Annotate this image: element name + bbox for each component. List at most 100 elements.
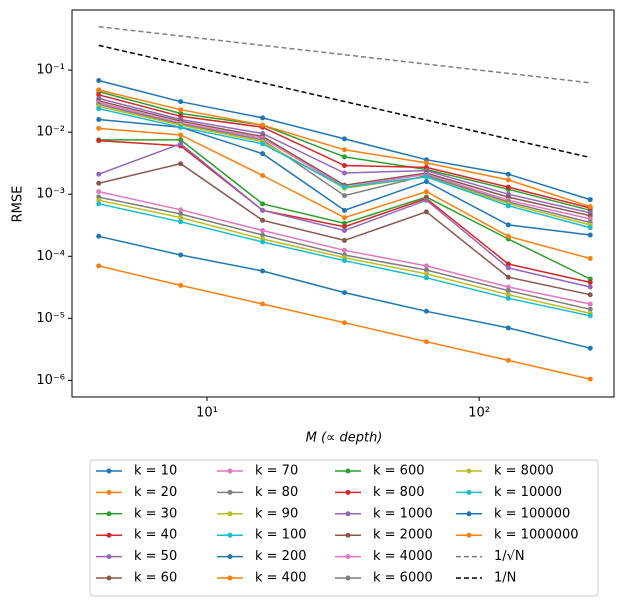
legend-marker <box>106 489 112 495</box>
data-point <box>96 180 102 186</box>
data-point <box>423 308 429 314</box>
legend-label: k = 10000 <box>494 485 562 500</box>
legend-label: k = 6000 <box>373 571 433 586</box>
legend-label: k = 70 <box>255 464 298 479</box>
data-point <box>178 137 184 143</box>
data-point <box>96 106 102 112</box>
data-point <box>178 107 184 113</box>
data-point <box>505 171 511 177</box>
data-point <box>341 170 347 176</box>
series-line <box>98 44 591 159</box>
legend-marker <box>466 511 472 517</box>
legend-label: 1/√N <box>494 549 525 564</box>
legend-label: k = 20 <box>134 485 177 500</box>
data-point <box>178 211 184 217</box>
legend-label: k = 80 <box>255 485 298 500</box>
data-point <box>96 92 102 98</box>
data-point <box>260 173 266 179</box>
data-point <box>341 320 347 326</box>
x-tick-label: 10² <box>468 406 490 421</box>
data-point <box>260 268 266 274</box>
data-point <box>505 233 511 239</box>
data-point <box>341 136 347 142</box>
data-point <box>260 239 266 245</box>
data-point <box>505 261 511 267</box>
data-point <box>341 193 347 199</box>
legend-marker <box>227 575 233 581</box>
data-point <box>96 125 102 131</box>
data-point <box>423 271 429 277</box>
data-point <box>587 256 593 262</box>
data-point <box>505 265 511 271</box>
data-point <box>423 179 429 185</box>
legend-marker <box>466 489 472 495</box>
legend-marker <box>106 532 112 538</box>
data-point <box>96 233 102 239</box>
data-point <box>505 284 511 290</box>
data-point <box>587 216 593 222</box>
data-point <box>260 201 266 207</box>
data-point <box>341 147 347 153</box>
data-point <box>587 301 593 307</box>
data-point <box>260 232 266 238</box>
legend-label: k = 8000 <box>494 464 554 479</box>
legend-marker <box>227 489 233 495</box>
data-point <box>587 376 593 382</box>
data-point <box>505 184 511 190</box>
data-point <box>423 267 429 273</box>
data-point <box>178 99 184 105</box>
data-point <box>260 207 266 213</box>
data-point <box>341 184 347 190</box>
data-point <box>341 154 347 160</box>
legend-marker <box>106 511 112 517</box>
data-point <box>341 228 347 234</box>
data-point <box>423 160 429 166</box>
data-point <box>505 222 511 228</box>
data-point <box>423 339 429 345</box>
data-point <box>423 174 429 180</box>
data-point <box>423 189 429 195</box>
legend-label: k = 2000 <box>373 528 433 543</box>
legend-label: k = 100 <box>255 528 307 543</box>
legend-marker <box>227 468 233 474</box>
data-point <box>423 275 429 281</box>
legend-box <box>89 459 599 597</box>
data-point <box>178 252 184 258</box>
data-point <box>96 197 102 203</box>
legend-marker <box>345 575 351 581</box>
data-point <box>341 163 347 169</box>
data-point <box>260 301 266 307</box>
data-point <box>587 345 593 351</box>
legend-marker <box>345 511 351 517</box>
data-point <box>423 263 429 269</box>
legend-label: k = 90 <box>255 506 298 521</box>
legend-label: k = 30 <box>134 506 177 521</box>
legend-marker <box>227 554 233 560</box>
x-axis-label: M (∝ depth) <box>306 431 383 446</box>
y-tick-label: 10⁻⁶ <box>36 373 65 388</box>
y-tick-label: 10⁻⁴ <box>36 249 65 264</box>
y-axis-label: RMSE <box>11 186 26 223</box>
legend-label: k = 800 <box>373 485 425 500</box>
data-point <box>341 224 347 230</box>
series-line <box>98 25 591 84</box>
y-tick-label: 10⁻³ <box>36 187 65 202</box>
data-point <box>178 132 184 138</box>
data-point <box>96 189 102 195</box>
y-tick-label: 10⁻¹ <box>36 63 65 78</box>
data-point <box>178 124 184 130</box>
data-point <box>96 263 102 269</box>
legend-marker <box>106 468 112 474</box>
data-point <box>341 258 347 264</box>
data-point <box>587 306 593 312</box>
y-tick-label: 10⁻⁵ <box>36 311 65 326</box>
data-point <box>260 122 266 128</box>
data-point <box>587 204 593 210</box>
data-point <box>587 284 593 290</box>
data-point <box>341 247 347 253</box>
data-point <box>178 219 184 225</box>
legend-label: k = 1000 <box>373 506 433 521</box>
data-point <box>423 197 429 203</box>
plot-frame <box>71 9 615 398</box>
y-tick-label: 10⁻² <box>36 125 65 140</box>
